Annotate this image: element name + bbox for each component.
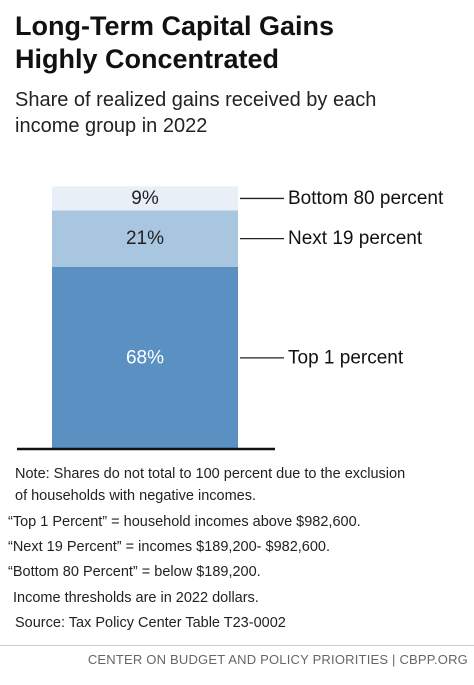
legend-label-top-1-percent: Top 1 percent	[288, 347, 404, 368]
data-label-bottom-80-percent: 9%	[131, 188, 159, 209]
bottom80-definition: “Bottom 80 Percent” = below $189,200.	[8, 564, 261, 580]
subtitle-line-1: Share of realized gains received by each	[15, 89, 377, 111]
title-line-1: Long-Term Capital Gains	[15, 11, 335, 41]
source-note: Source: Tax Policy Center Table T23-0002	[15, 615, 286, 631]
bar-segment-next-19-percent	[52, 210, 238, 267]
legend-label-bottom-80-percent: Bottom 80 percent	[288, 188, 444, 209]
note-line-2: of households with negative incomes.	[15, 488, 257, 504]
next19-definition: “Next 19 Percent” = incomes $189,200- $9…	[8, 539, 331, 555]
chart-title: Long-Term Capital Gains Highly Concentra…	[15, 10, 465, 76]
subtitle-line-2: income group in 2022	[15, 115, 208, 137]
footer-credit: CENTER ON BUDGET AND POLICY PRIORITIES |…	[87, 652, 468, 667]
legend-label-next-19-percent: Next 19 percent	[288, 228, 423, 249]
dollars-note: Income thresholds are in 2022 dollars.	[13, 590, 259, 606]
bar-segment-top-1-percent	[52, 266, 238, 449]
bar-segment-bottom-80-percent	[52, 186, 238, 211]
note-line-1: Note: Shares do not total to 100 percent…	[15, 466, 406, 482]
top1-definition: “Top 1 Percent” = household incomes abov…	[8, 514, 361, 530]
title-line-2: Highly Concentrated	[15, 44, 280, 74]
data-label-next-19-percent: 21%	[126, 228, 164, 249]
chart-subtitle: Share of realized gains received by each…	[15, 87, 465, 139]
data-label-top-1-percent: 68%	[126, 347, 164, 368]
stacked-bar-chart: 68% Top 1 percent 21% Next 19 percent 9% Bott…	[17, 186, 444, 451]
footer-divider	[0, 645, 474, 646]
